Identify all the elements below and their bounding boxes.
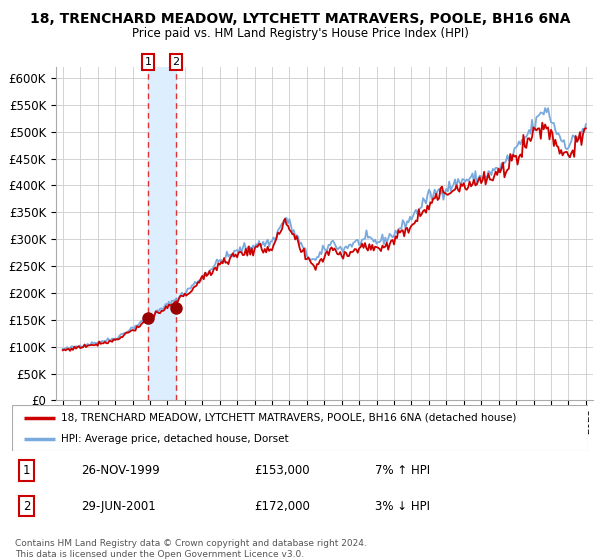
Text: 2: 2 <box>23 500 30 513</box>
Text: 2: 2 <box>173 57 179 67</box>
Text: 18, TRENCHARD MEADOW, LYTCHETT MATRAVERS, POOLE, BH16 6NA: 18, TRENCHARD MEADOW, LYTCHETT MATRAVERS… <box>30 12 570 26</box>
Text: This data is licensed under the Open Government Licence v3.0.: This data is licensed under the Open Gov… <box>15 550 304 559</box>
Text: Contains HM Land Registry data © Crown copyright and database right 2024.: Contains HM Land Registry data © Crown c… <box>15 539 367 548</box>
Text: 1: 1 <box>145 57 152 67</box>
Bar <box>148 67 176 400</box>
Text: £153,000: £153,000 <box>254 464 310 477</box>
Text: 3% ↓ HPI: 3% ↓ HPI <box>375 500 430 513</box>
Text: 7% ↑ HPI: 7% ↑ HPI <box>375 464 430 477</box>
Text: 29-JUN-2001: 29-JUN-2001 <box>81 500 156 513</box>
Text: 18, TRENCHARD MEADOW, LYTCHETT MATRAVERS, POOLE, BH16 6NA (detached house): 18, TRENCHARD MEADOW, LYTCHETT MATRAVERS… <box>61 413 517 423</box>
Text: Price paid vs. HM Land Registry's House Price Index (HPI): Price paid vs. HM Land Registry's House … <box>131 27 469 40</box>
Text: 1: 1 <box>23 464 30 477</box>
Text: £172,000: £172,000 <box>254 500 310 513</box>
Text: HPI: Average price, detached house, Dorset: HPI: Average price, detached house, Dors… <box>61 435 289 444</box>
Text: 26-NOV-1999: 26-NOV-1999 <box>81 464 160 477</box>
